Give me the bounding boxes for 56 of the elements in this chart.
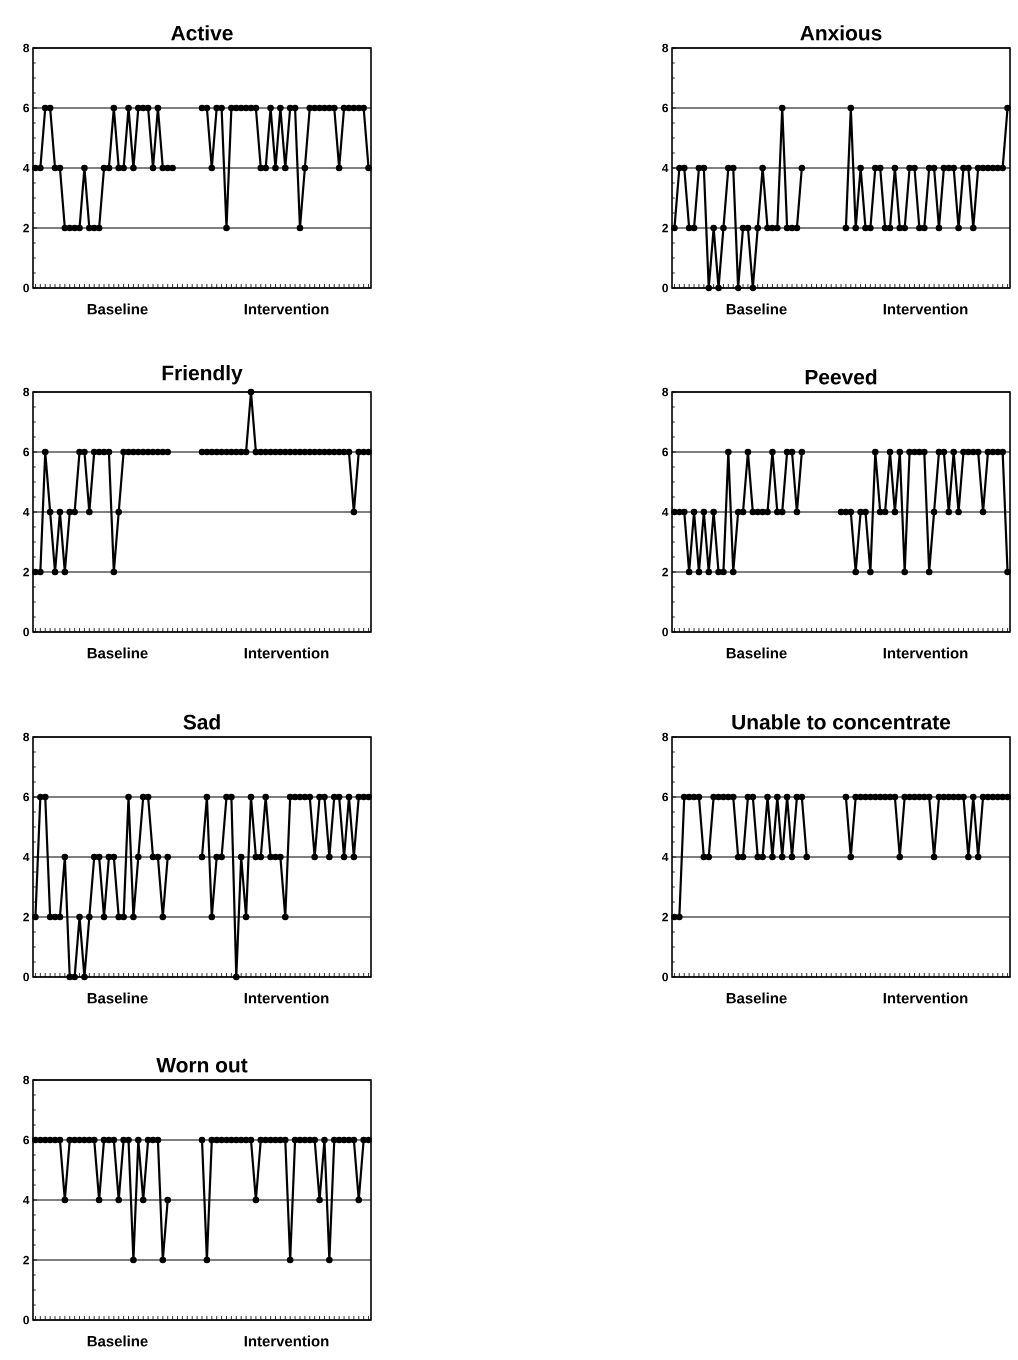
y-tick-label: 8: [662, 43, 669, 53]
y-tick-label: 4: [662, 852, 669, 862]
y-tick-label: 4: [23, 163, 30, 173]
y-tick-label: 0: [23, 283, 29, 293]
y-tick-label: 8: [662, 387, 669, 397]
y-tick-label: 8: [23, 387, 30, 397]
y-tick-label: 6: [23, 103, 30, 113]
y-tick-label: 2: [662, 567, 669, 577]
y-tick-label: 4: [662, 163, 669, 173]
y-tick-label: 6: [662, 792, 669, 802]
chart-title: Friendly: [162, 365, 243, 385]
y-tick-label: 0: [23, 1315, 29, 1325]
y-tick-label: 6: [23, 447, 30, 457]
y-tick-label: 4: [23, 1195, 30, 1205]
y-tick-label: 4: [23, 852, 30, 862]
text: Baseline: [726, 303, 787, 315]
y-tick-label: 4: [662, 507, 669, 517]
text: Baseline: [87, 1335, 148, 1347]
y-tick-label: 2: [662, 912, 669, 922]
chart-title: Peeved: [805, 369, 877, 385]
y-tick-label: 0: [23, 627, 29, 637]
y-tick-label: 8: [23, 43, 30, 53]
text: Baseline: [87, 992, 148, 1004]
y-tick-label: 0: [662, 283, 668, 293]
y-tick-label: 0: [662, 972, 668, 982]
text: Intervention: [883, 303, 968, 315]
text: Baseline: [87, 647, 148, 659]
y-tick-label: 8: [662, 732, 669, 742]
text: Baseline: [87, 303, 148, 315]
chart-title: Anxious: [800, 25, 882, 41]
y-tick-label: 8: [23, 732, 30, 742]
text: Baseline: [726, 647, 787, 659]
text: Intervention: [244, 992, 329, 1004]
y-tick-label: 4: [23, 507, 30, 517]
y-tick-label: 6: [662, 447, 669, 457]
y-tick-label: 6: [662, 103, 669, 113]
text: Intervention: [883, 647, 968, 659]
text: Intervention: [883, 992, 968, 1004]
y-tick-label: 2: [23, 912, 29, 922]
chart-title: Worn out: [156, 1057, 248, 1073]
text: Intervention: [244, 303, 329, 315]
text: Intervention: [244, 647, 329, 659]
y-tick-label: 0: [662, 627, 668, 637]
y-tick-label: 2: [23, 567, 29, 577]
y-tick-label: 8: [23, 1075, 30, 1085]
chart-title: Active: [171, 25, 233, 41]
chart-title: Sad: [183, 714, 220, 730]
y-tick-label: 0: [23, 972, 29, 982]
text: Intervention: [244, 1335, 329, 1347]
y-tick-label: 2: [23, 223, 29, 233]
y-tick-label: 6: [23, 1135, 30, 1145]
y-tick-label: 2: [662, 223, 669, 233]
chart-title: Unable to concentrate: [732, 714, 951, 730]
y-tick-label: 6: [23, 792, 30, 802]
y-tick-label: 2: [23, 1255, 29, 1265]
text: Baseline: [726, 992, 787, 1004]
